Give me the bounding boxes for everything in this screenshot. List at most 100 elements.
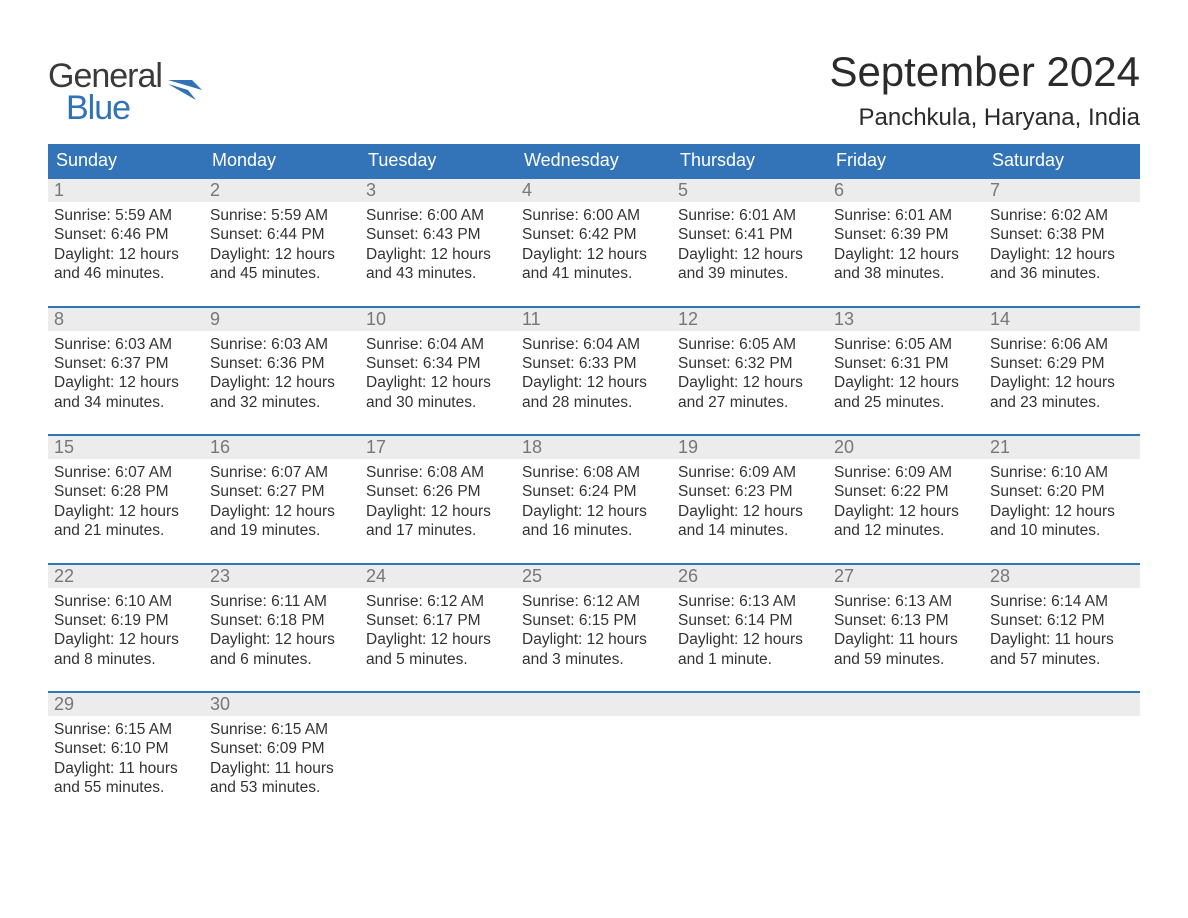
day-number: 18 [516, 436, 672, 459]
day-number: 30 [204, 693, 360, 716]
daylight-text: and 43 minutes. [366, 264, 510, 283]
daylight-text: Daylight: 12 hours [522, 373, 666, 392]
sunset-text: Sunset: 6:27 PM [210, 482, 354, 501]
daylight-text: and 39 minutes. [678, 264, 822, 283]
daylight-text: Daylight: 11 hours [54, 759, 198, 778]
sunset-text: Sunset: 6:39 PM [834, 225, 978, 244]
day-cell: Sunrise: 6:05 AM Sunset: 6:32 PM Dayligh… [672, 331, 828, 435]
daylight-text: and 17 minutes. [366, 521, 510, 540]
sunrise-text: Sunrise: 6:00 AM [366, 206, 510, 225]
weekday-header: Saturday [984, 144, 1140, 177]
month-title: September 2024 [829, 48, 1140, 96]
day-number [828, 693, 984, 716]
sunrise-text: Sunrise: 6:06 AM [990, 335, 1134, 354]
sunrise-text: Sunrise: 6:13 AM [834, 592, 978, 611]
daylight-text: and 8 minutes. [54, 650, 198, 669]
daylight-text: Daylight: 11 hours [210, 759, 354, 778]
sunrise-text: Sunrise: 6:05 AM [678, 335, 822, 354]
day-number: 29 [48, 693, 204, 716]
daylight-text: Daylight: 12 hours [366, 502, 510, 521]
sunset-text: Sunset: 6:10 PM [54, 739, 198, 758]
sunset-text: Sunset: 6:19 PM [54, 611, 198, 630]
day-cell: Sunrise: 6:15 AM Sunset: 6:10 PM Dayligh… [48, 716, 204, 820]
brand-word1: General [48, 60, 162, 92]
day-number: 11 [516, 308, 672, 331]
daylight-text: Daylight: 12 hours [366, 245, 510, 264]
daynum-row: 8 9 10 11 12 13 14 [48, 308, 1140, 331]
calendar-week: 22 23 24 25 26 27 28 Sunrise: 6:10 AM Su… [48, 563, 1140, 692]
daylight-text: Daylight: 12 hours [834, 373, 978, 392]
sunset-text: Sunset: 6:24 PM [522, 482, 666, 501]
day-cell: Sunrise: 6:06 AM Sunset: 6:29 PM Dayligh… [984, 331, 1140, 435]
day-number: 2 [204, 179, 360, 202]
day-number: 25 [516, 565, 672, 588]
sunset-text: Sunset: 6:22 PM [834, 482, 978, 501]
sunset-text: Sunset: 6:42 PM [522, 225, 666, 244]
calendar-week: 29 30 Sunrise: 6:15 AM Sunset: 6:10 PM D… [48, 691, 1140, 820]
brand-word2: Blue [66, 92, 162, 124]
day-cell: Sunrise: 5:59 AM Sunset: 6:46 PM Dayligh… [48, 202, 204, 306]
daynum-row: 29 30 [48, 693, 1140, 716]
sunset-text: Sunset: 6:20 PM [990, 482, 1134, 501]
sunrise-text: Sunrise: 6:07 AM [210, 463, 354, 482]
weekday-header: Friday [828, 144, 984, 177]
day-cell: Sunrise: 6:08 AM Sunset: 6:24 PM Dayligh… [516, 459, 672, 563]
day-number [516, 693, 672, 716]
day-cell: Sunrise: 6:04 AM Sunset: 6:33 PM Dayligh… [516, 331, 672, 435]
day-cell: Sunrise: 6:15 AM Sunset: 6:09 PM Dayligh… [204, 716, 360, 820]
day-number: 21 [984, 436, 1140, 459]
daylight-text: and 34 minutes. [54, 393, 198, 412]
daylight-text: and 36 minutes. [990, 264, 1134, 283]
sunrise-text: Sunrise: 6:13 AM [678, 592, 822, 611]
daylight-text: and 5 minutes. [366, 650, 510, 669]
sunset-text: Sunset: 6:44 PM [210, 225, 354, 244]
daylight-text: and 3 minutes. [522, 650, 666, 669]
day-number: 7 [984, 179, 1140, 202]
day-number [672, 693, 828, 716]
day-cell: Sunrise: 6:07 AM Sunset: 6:27 PM Dayligh… [204, 459, 360, 563]
sunrise-text: Sunrise: 6:09 AM [678, 463, 822, 482]
day-number: 15 [48, 436, 204, 459]
weekday-header: Wednesday [516, 144, 672, 177]
daylight-text: Daylight: 12 hours [210, 245, 354, 264]
daylight-text: Daylight: 12 hours [834, 245, 978, 264]
sunset-text: Sunset: 6:36 PM [210, 354, 354, 373]
day-number: 1 [48, 179, 204, 202]
sunrise-text: Sunrise: 5:59 AM [210, 206, 354, 225]
sunset-text: Sunset: 6:09 PM [210, 739, 354, 758]
daylight-text: and 25 minutes. [834, 393, 978, 412]
daylight-text: Daylight: 12 hours [990, 245, 1134, 264]
sunset-text: Sunset: 6:18 PM [210, 611, 354, 630]
daylight-text: Daylight: 12 hours [678, 245, 822, 264]
sunrise-text: Sunrise: 6:10 AM [990, 463, 1134, 482]
daylight-text: and 38 minutes. [834, 264, 978, 283]
day-number: 28 [984, 565, 1140, 588]
day-cell: Sunrise: 6:03 AM Sunset: 6:36 PM Dayligh… [204, 331, 360, 435]
calendar-page: General Blue September 2024 Panchkula, H… [0, 0, 1188, 820]
daylight-text: and 14 minutes. [678, 521, 822, 540]
sunrise-text: Sunrise: 6:15 AM [210, 720, 354, 739]
sunrise-text: Sunrise: 6:14 AM [990, 592, 1134, 611]
sunset-text: Sunset: 6:29 PM [990, 354, 1134, 373]
day-cell: Sunrise: 6:10 AM Sunset: 6:20 PM Dayligh… [984, 459, 1140, 563]
day-number: 9 [204, 308, 360, 331]
daylight-text: and 23 minutes. [990, 393, 1134, 412]
sunset-text: Sunset: 6:14 PM [678, 611, 822, 630]
daylight-text: Daylight: 12 hours [678, 630, 822, 649]
daynum-row: 22 23 24 25 26 27 28 [48, 565, 1140, 588]
daylight-text: Daylight: 12 hours [366, 373, 510, 392]
day-cell: Sunrise: 6:02 AM Sunset: 6:38 PM Dayligh… [984, 202, 1140, 306]
day-number [360, 693, 516, 716]
sunset-text: Sunset: 6:43 PM [366, 225, 510, 244]
sunset-text: Sunset: 6:33 PM [522, 354, 666, 373]
day-number: 6 [828, 179, 984, 202]
day-cell: Sunrise: 6:08 AM Sunset: 6:26 PM Dayligh… [360, 459, 516, 563]
sunset-text: Sunset: 6:34 PM [366, 354, 510, 373]
day-cell-empty [828, 716, 984, 820]
header-row: General Blue September 2024 Panchkula, H… [48, 48, 1140, 132]
sunrise-text: Sunrise: 6:04 AM [366, 335, 510, 354]
sunset-text: Sunset: 6:23 PM [678, 482, 822, 501]
daylight-text: Daylight: 11 hours [990, 630, 1134, 649]
day-number: 5 [672, 179, 828, 202]
weekday-header: Thursday [672, 144, 828, 177]
